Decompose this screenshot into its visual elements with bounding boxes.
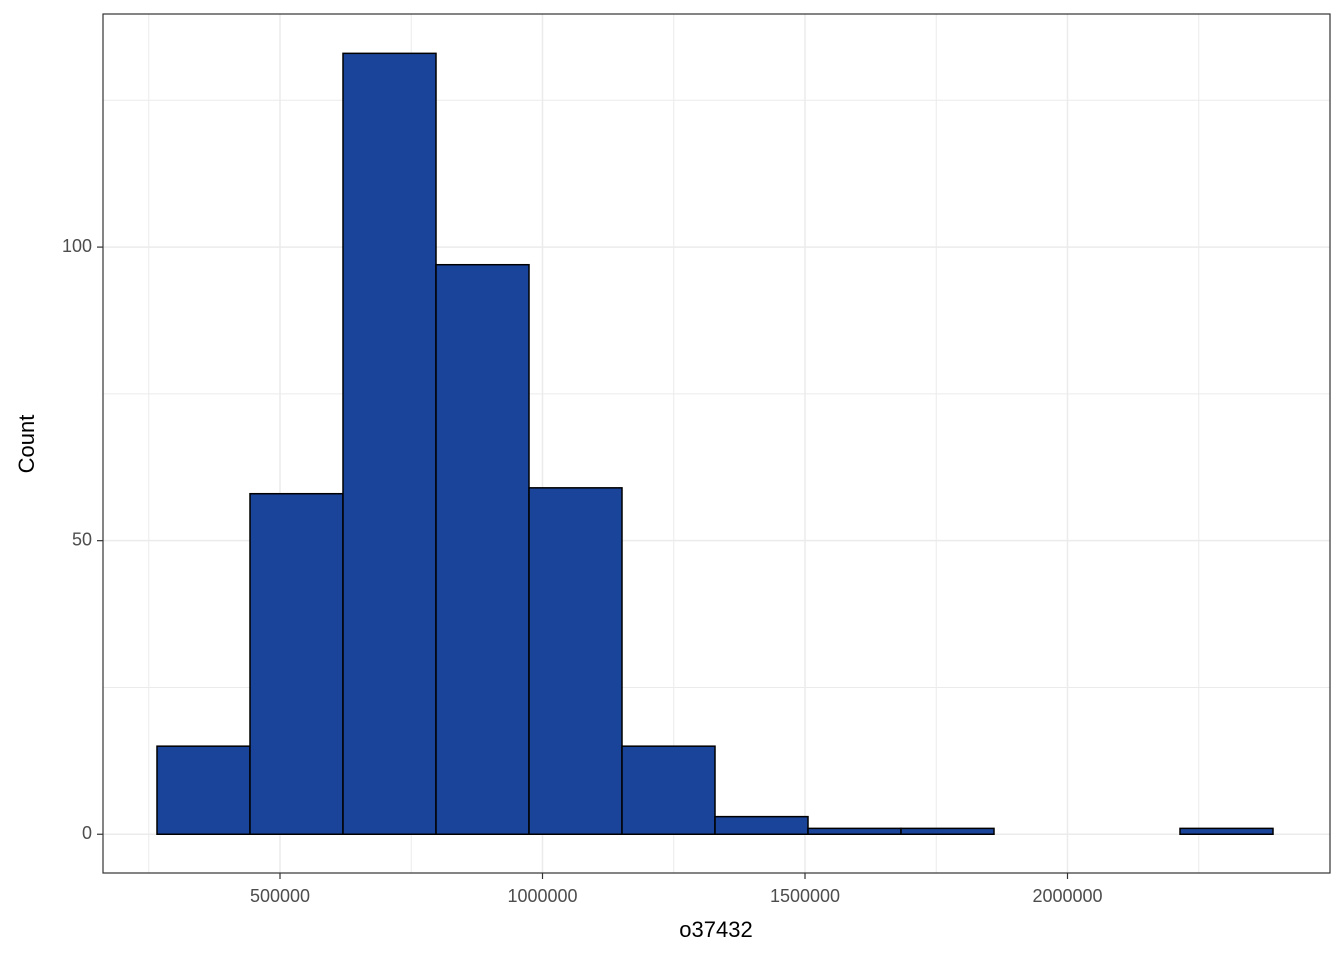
x-tick-label: 1500000 xyxy=(770,886,840,906)
y-axis-title: Count xyxy=(14,415,39,474)
x-axis-title: o37432 xyxy=(679,917,752,942)
bar xyxy=(621,745,716,835)
bar xyxy=(435,263,530,835)
y-tick-label: 100 xyxy=(62,236,92,256)
x-tick-label: 1000000 xyxy=(507,886,577,906)
bar xyxy=(156,745,251,835)
bar xyxy=(342,52,437,835)
bar xyxy=(1179,827,1274,835)
bar xyxy=(714,815,809,835)
x-tick-label: 500000 xyxy=(250,886,310,906)
bar xyxy=(528,487,623,835)
plot-border xyxy=(102,13,1331,874)
y-tick-label: 50 xyxy=(72,529,92,549)
bar xyxy=(900,827,995,835)
bar xyxy=(249,492,344,835)
x-tick-label: 2000000 xyxy=(1032,886,1102,906)
bar xyxy=(807,827,902,835)
y-tick-label: 0 xyxy=(82,823,92,843)
